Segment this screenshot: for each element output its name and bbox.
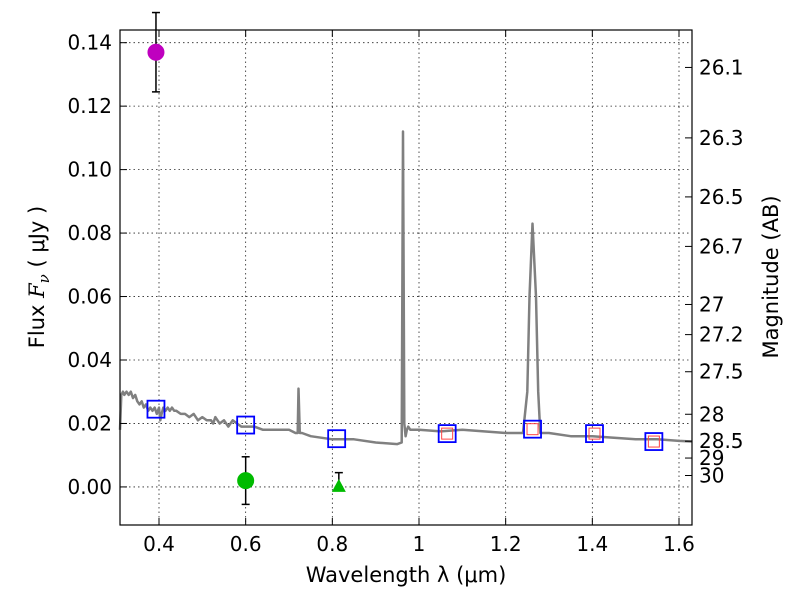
x-tick-label: 1 <box>413 532 426 556</box>
y2-axis-label: Magnitude (AB) <box>759 195 783 358</box>
y2-tick-label: 28.5 <box>699 429 744 453</box>
y2-tick-label: 27.2 <box>699 323 744 347</box>
model-square-marker <box>146 399 166 419</box>
observed-point <box>237 472 255 490</box>
y-axis-label-prefix: Flux <box>25 298 49 348</box>
x-tick-label: 1.2 <box>490 532 522 556</box>
y2-tick-label: 26.1 <box>699 55 744 79</box>
x-tick-label: 0.4 <box>143 532 175 556</box>
y2-tick-label: 26.7 <box>699 234 744 258</box>
x-tick-label: 1.6 <box>663 532 695 556</box>
model-square-inner-marker <box>526 423 539 436</box>
y2-tick-label: 26.3 <box>699 126 744 150</box>
x-tick-label: 0.8 <box>316 532 348 556</box>
model-square-inner-marker <box>647 435 660 448</box>
y-axis: 0.00 0.02 0.04 0.06 0.08 0.10 0.12 0.14 <box>67 31 127 499</box>
y2-tick-label: 30 <box>699 464 724 488</box>
grid <box>120 30 692 525</box>
x-tick-label: 0.6 <box>230 532 262 556</box>
x-axis-label: Wavelength λ (μm) <box>306 563 507 587</box>
y-tick-label: 0.10 <box>67 158 112 182</box>
model-square-inner-marker <box>441 427 454 440</box>
model-square-marker <box>585 424 604 444</box>
y2-tick-label: 27 <box>699 292 724 316</box>
y2-tick-label: 29 <box>699 446 724 470</box>
y-axis-label-unit: ( μJy ) <box>25 206 49 274</box>
y-tick-label: 0.14 <box>67 31 112 55</box>
x-axis: 0.4 0.6 0.8 1 1.2 1.4 1.6 <box>143 30 695 556</box>
y-axis-label: Flux Fν ( μJy ) <box>25 206 53 348</box>
y2-tick-label: 27.5 <box>699 360 744 384</box>
model-square-marker <box>327 429 347 449</box>
x-tick-label: 1.4 <box>576 532 608 556</box>
model-square-marker <box>644 432 664 451</box>
y-tick-label: 0.04 <box>67 348 112 372</box>
y-axis-label-variable: F <box>25 282 49 299</box>
sed-line <box>118 130 693 446</box>
y-tick-label: 0.02 <box>67 411 112 435</box>
y2-tick-label: 28 <box>699 402 724 426</box>
plot-area <box>118 11 693 506</box>
y-tick-label: 0.12 <box>67 94 112 118</box>
plot-frame <box>119 29 693 526</box>
y-axis-label-subscript: ν <box>35 274 53 283</box>
y2-tick-label: 26.5 <box>699 185 744 209</box>
observed-triangle-point <box>331 478 346 492</box>
y-tick-label: 0.00 <box>67 475 112 499</box>
model-square-marker <box>236 415 256 435</box>
observed-point <box>147 43 165 61</box>
y-tick-label: 0.08 <box>67 221 112 245</box>
model-square-inner-marker <box>588 427 601 440</box>
y-tick-label: 0.06 <box>67 285 112 309</box>
model-square-marker <box>437 424 457 444</box>
model-square-marker <box>523 419 542 439</box>
